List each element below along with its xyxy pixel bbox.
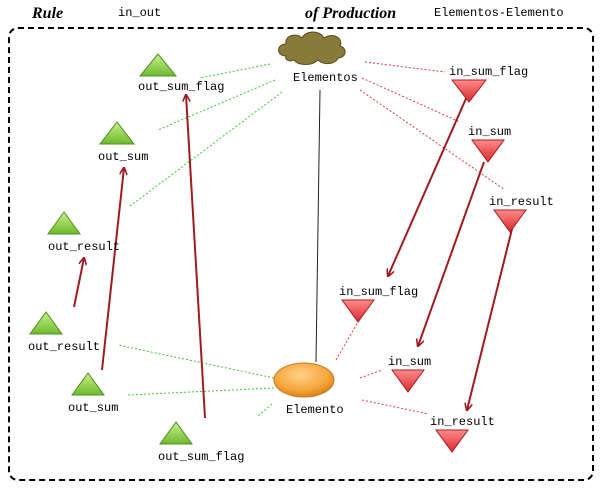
triangle-up-icon	[47, 211, 81, 235]
arrow-out_sum-to-out_sum	[101, 168, 124, 371]
port-label-out_sum-bottom: out_sum	[68, 401, 119, 415]
dotted-link-elementos-out_sum	[157, 79, 276, 131]
dotted-link-elementos-out_sum_flag	[199, 63, 271, 79]
port-label-out_sum-top: out_sum	[98, 150, 149, 164]
arrow-out_result-to-out_result	[73, 258, 84, 308]
port-label-in_sum-top: in_sum	[468, 125, 512, 139]
arrow-out_sum_flag-to-out_sum_flag	[186, 95, 206, 419]
port-label-in_result-bottom: in_result	[430, 415, 495, 429]
dotted-link-elemento-out_sum_flag	[257, 403, 273, 417]
port-label-out_sum_flag-top: out_sum_flag	[138, 80, 225, 94]
triangle-up-icon	[71, 372, 105, 396]
elementos-label: Elementos	[293, 71, 358, 85]
production-name: Elementos-Elemento	[434, 6, 564, 20]
cloud-icon	[278, 31, 346, 65]
dotted-link-elemento-out_result	[117, 344, 275, 379]
dotted-link-elemento-in_sum_flag	[335, 321, 359, 361]
port-label-in_sum_flag-top: in_sum_flag	[449, 65, 529, 79]
dotted-link-elementos-out_result	[129, 91, 283, 207]
dotted-link-elemento-out_sum	[127, 387, 275, 396]
dotted-link-elementos-in_sum	[361, 77, 461, 123]
port-label-out_result-top: out_result	[48, 240, 121, 254]
triangle-up-icon	[98, 121, 136, 145]
arrow-in_sum_flag-to-in_sum_flag	[388, 93, 469, 276]
rule-frame	[8, 27, 594, 481]
port-label-out_sum_flag-bottom: out_sum_flag	[158, 450, 245, 464]
triangle-up-icon	[159, 421, 193, 445]
port-label-in_result-top: in_result	[489, 195, 554, 209]
rule-title: Rule	[32, 5, 64, 22]
triangle-up-icon	[138, 53, 178, 77]
port-label-out_result-bottom: out_result	[28, 340, 101, 354]
dotted-link-elemento-in_sum	[359, 369, 383, 379]
triangle-down-icon	[450, 79, 488, 103]
port-label-in_sum_flag-bottom: in_sum_flag	[339, 285, 419, 299]
dotted-link-elementos-in_result	[359, 89, 506, 191]
arrow-in_sum-to-in_sum	[418, 161, 485, 346]
dotted-link-elemento-in_result	[361, 399, 429, 415]
production-title: of Production	[305, 5, 397, 22]
elemento-node-shape	[273, 362, 335, 398]
arrow-in_result-to-in_result	[467, 224, 514, 410]
triangle-up-icon	[29, 311, 63, 335]
node-link-line	[315, 89, 321, 363]
elemento-label: Elemento	[286, 403, 344, 417]
triangle-down-icon	[471, 139, 505, 163]
triangle-down-icon	[493, 209, 527, 233]
rule-name: in_out	[118, 6, 162, 20]
dotted-link-elementos-in_sum_flag	[364, 61, 446, 73]
triangle-down-icon	[341, 299, 375, 323]
triangle-down-icon	[391, 369, 425, 393]
port-label-in_sum-bottom: in_sum	[388, 355, 432, 369]
triangle-down-icon	[435, 429, 469, 453]
